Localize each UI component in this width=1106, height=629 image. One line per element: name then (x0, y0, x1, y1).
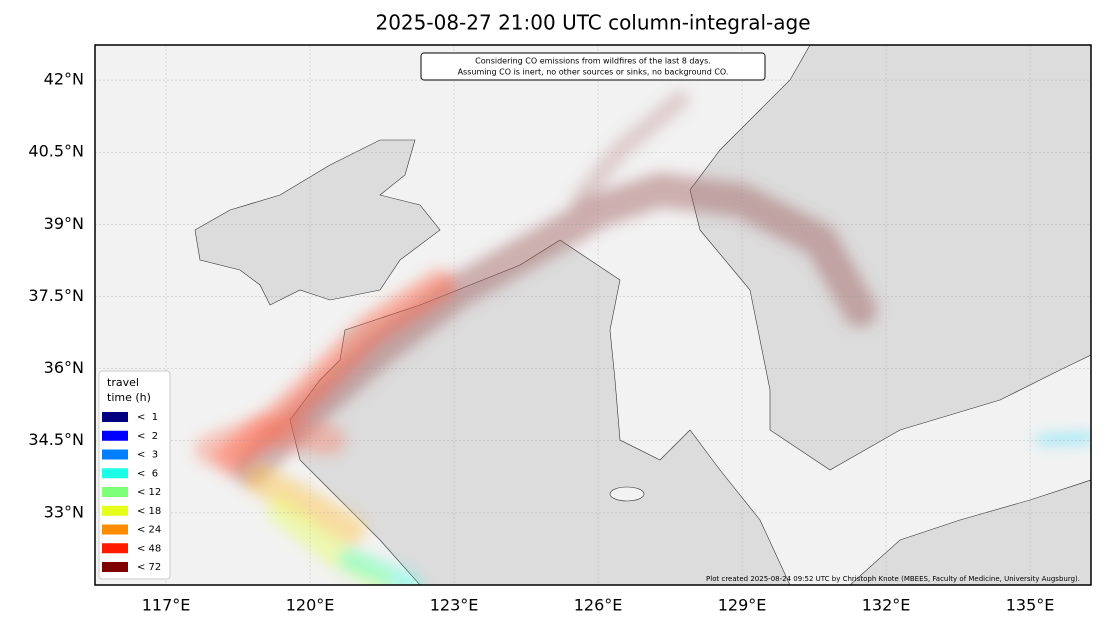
credit: Plot created 2025-08-24 09:52 UTC by Chr… (706, 575, 1080, 583)
x-tick-label: 132°E (862, 596, 911, 615)
legend-label: < 3 (137, 450, 158, 461)
y-tick-label: 39°N (44, 214, 84, 233)
y-tick-label: 34.5°N (28, 430, 84, 449)
y-tick-label: 37.5°N (28, 286, 84, 305)
legend-label: < 12 (137, 487, 161, 498)
x-tick-label: 120°E (286, 596, 335, 615)
legend-label: < 2 (137, 431, 158, 442)
legend-title: time (h) (107, 391, 151, 404)
legend-label: < 24 (137, 525, 161, 536)
legend-label: < 6 (137, 468, 158, 479)
legend-swatch (102, 505, 128, 516)
title: 2025-08-27 21:00 UTC column-integral-age (375, 11, 810, 35)
x-tick-label: 135°E (1006, 596, 1055, 615)
legend-swatch (102, 487, 128, 497)
legend-label: < 1 (137, 412, 158, 423)
legend-label: < 18 (137, 506, 161, 517)
annotation-line: Considering CO emissions from wildfires … (475, 57, 711, 66)
y-tick-label: 42°N (44, 70, 84, 89)
legend-label: < 72 (137, 562, 161, 573)
y-tick-label: 40.5°N (28, 142, 84, 161)
x-tick-label: 129°E (718, 596, 767, 615)
x-tick-label: 126°E (574, 596, 623, 615)
y-tick-label: 36°N (44, 358, 84, 377)
x-tick-label: 123°E (430, 596, 479, 615)
legend: < 1 < 2 < 3 < 6 < 12 < 18 < 24 < 48 < 72 (102, 412, 161, 573)
annotation-line: Assuming CO is inert, no other sources o… (458, 68, 729, 77)
jeju-island (609, 486, 645, 502)
graticule (95, 45, 1091, 585)
x-tick-label: 117°E (142, 596, 191, 615)
legend-swatch (102, 412, 128, 422)
pacific (849, 479, 1091, 585)
annotation-box (420, 52, 766, 81)
legend-swatch (102, 524, 128, 535)
legend-label: < 48 (137, 543, 161, 554)
plume (195, 91, 1091, 585)
y-tick-label: 33°N (44, 502, 84, 521)
legend-swatch (102, 430, 128, 441)
map-area (95, 45, 1091, 585)
bohai-sea (194, 139, 441, 306)
legend-title: travel (107, 376, 139, 389)
legend-swatch (102, 562, 128, 572)
east-sea (689, 45, 1091, 471)
legend-swatch (102, 468, 128, 479)
frame (94, 44, 1092, 586)
legend-swatch (102, 543, 128, 554)
legend-swatch (102, 449, 128, 460)
